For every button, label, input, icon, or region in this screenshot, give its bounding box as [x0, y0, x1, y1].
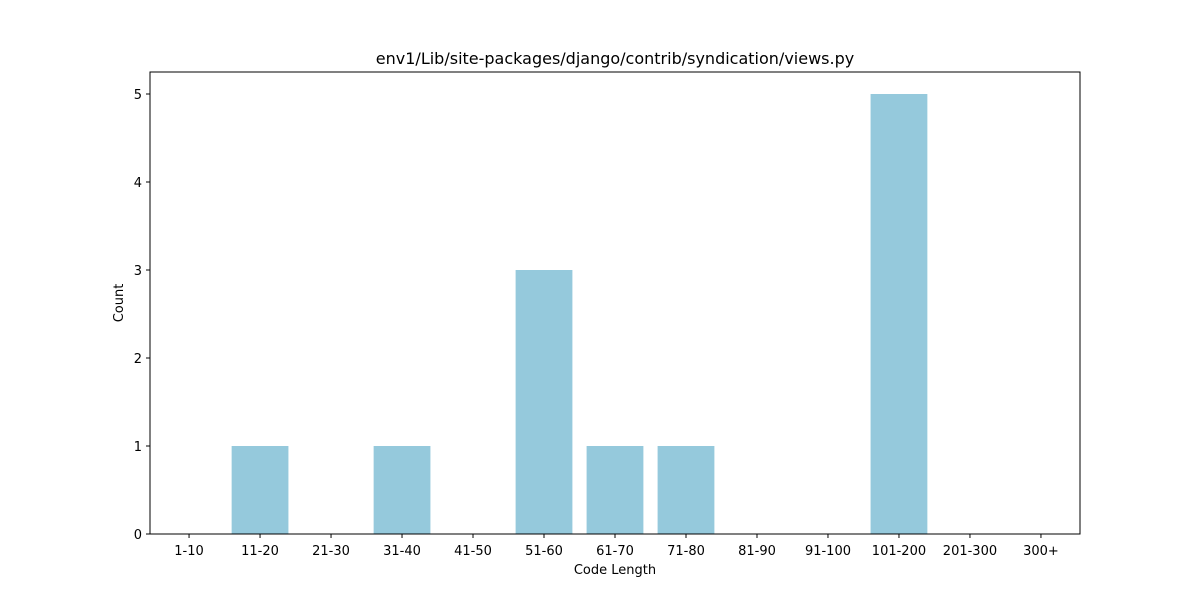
bar-11-20	[231, 446, 289, 534]
chart-title: env1/Lib/site-packages/django/contrib/sy…	[376, 49, 854, 68]
x-axis-ticks: 1-10 11-20 21-30 31-40 41-50 51-60 61-70 71-80 8…	[174, 534, 1059, 559]
bar-71-80	[657, 446, 715, 534]
x-tick-label: 300+	[1023, 544, 1059, 559]
y-tick-label: 0	[134, 528, 142, 543]
x-tick-label: 31-40	[383, 544, 421, 559]
y-tick-label: 1	[134, 440, 142, 455]
x-tick-label: 41-50	[454, 544, 492, 559]
x-axis-label: Code Length	[574, 563, 656, 578]
y-tick-label: 4	[134, 176, 142, 191]
bar-31-40	[373, 446, 431, 534]
x-tick-label: 71-80	[667, 544, 705, 559]
bar-51-60	[515, 270, 573, 534]
y-tick-label: 2	[134, 352, 142, 367]
y-axis-label: Count	[112, 284, 127, 323]
x-tick-label: 51-60	[525, 544, 563, 559]
x-tick-label: 101-200	[872, 544, 926, 559]
bars-group	[231, 94, 928, 534]
x-tick-label: 81-90	[738, 544, 776, 559]
y-tick-label: 3	[134, 264, 142, 279]
x-tick-label: 91-100	[805, 544, 851, 559]
y-tick-label: 5	[134, 88, 142, 103]
y-axis-ticks: 0 1 2 3 4 5	[134, 88, 150, 543]
bar-101-200	[870, 94, 928, 534]
x-tick-label: 61-70	[596, 544, 634, 559]
x-tick-label: 201-300	[943, 544, 997, 559]
x-tick-label: 21-30	[312, 544, 350, 559]
x-tick-label: 11-20	[241, 544, 279, 559]
x-tick-label: 1-10	[174, 544, 204, 559]
bar-61-70	[586, 446, 644, 534]
